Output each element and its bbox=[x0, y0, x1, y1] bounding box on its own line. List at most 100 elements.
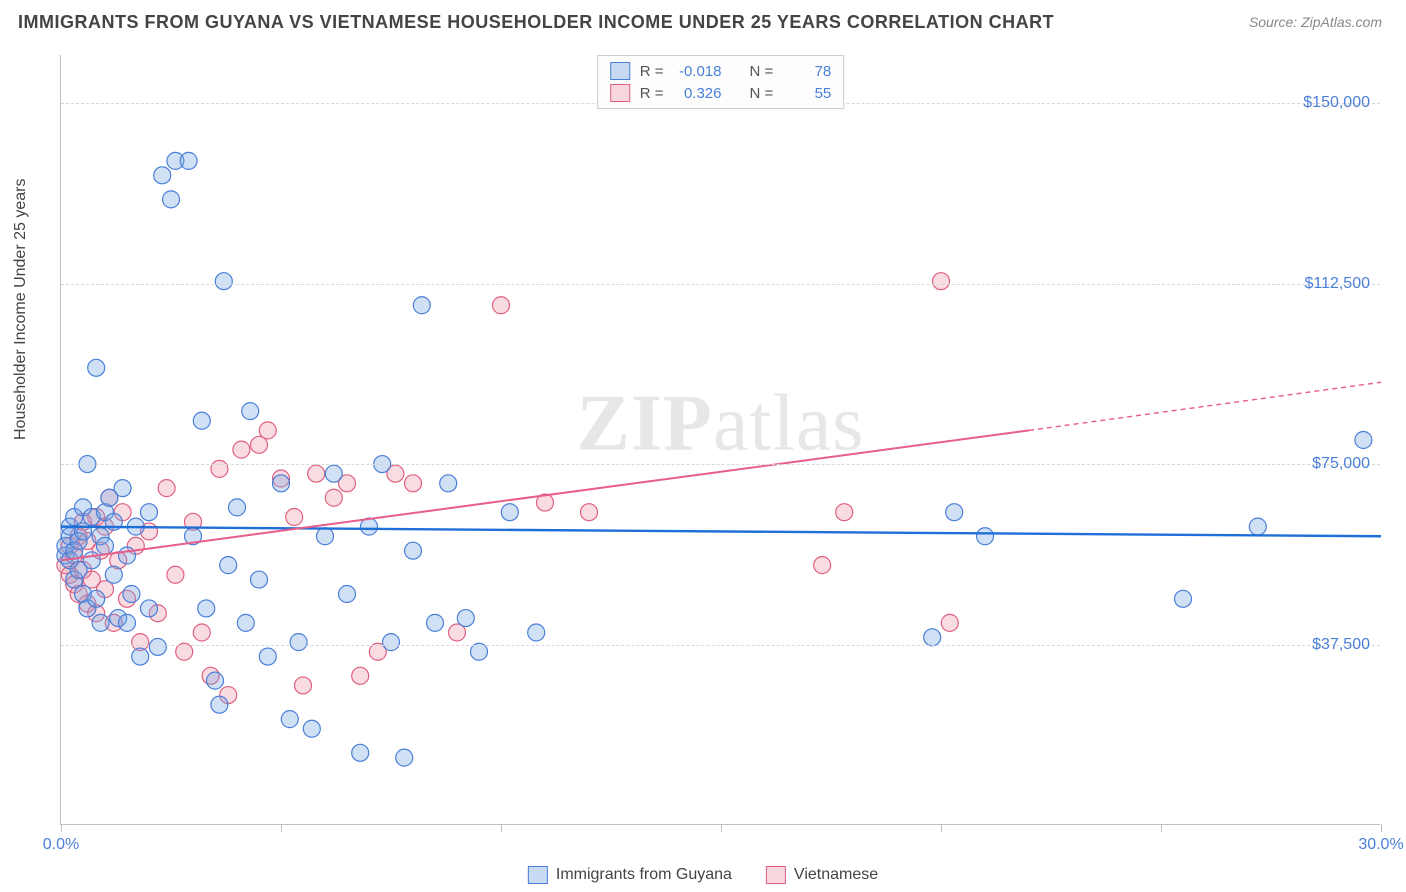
data-point bbox=[207, 672, 224, 689]
data-point bbox=[259, 422, 276, 439]
legend-item-guyana: Immigrants from Guyana bbox=[528, 866, 732, 884]
data-point bbox=[941, 614, 958, 631]
data-point bbox=[88, 590, 105, 607]
data-point bbox=[132, 648, 149, 665]
data-point bbox=[581, 504, 598, 521]
legend-label-guyana: Immigrants from Guyana bbox=[556, 866, 732, 884]
trendline-guyana bbox=[61, 527, 1381, 537]
data-point bbox=[242, 403, 259, 420]
data-point bbox=[924, 629, 941, 646]
data-point bbox=[229, 499, 246, 516]
data-point bbox=[471, 643, 488, 660]
data-point bbox=[215, 273, 232, 290]
data-point bbox=[290, 634, 307, 651]
plot-area: ZIPatlas R = -0.018 N = 78 R = 0.326 N =… bbox=[60, 55, 1380, 825]
x-tick-label: 30.0% bbox=[1358, 836, 1403, 854]
trendline-vietnamese-extrapolated bbox=[1029, 382, 1381, 430]
legend-row-vietnamese: R = 0.326 N = 55 bbox=[610, 82, 832, 104]
x-tick bbox=[941, 824, 942, 832]
data-point bbox=[97, 537, 114, 554]
data-point bbox=[167, 566, 184, 583]
data-point bbox=[154, 167, 171, 184]
data-point bbox=[933, 273, 950, 290]
source-attribution: Source: ZipAtlas.com bbox=[1249, 14, 1382, 30]
legend-label-vietnamese: Vietnamese bbox=[794, 866, 878, 884]
x-tick bbox=[281, 824, 282, 832]
data-point bbox=[501, 504, 518, 521]
data-point bbox=[180, 152, 197, 169]
series-legend: Immigrants from Guyana Vietnamese bbox=[528, 866, 878, 884]
data-point bbox=[946, 504, 963, 521]
data-point bbox=[1249, 518, 1266, 535]
legend-item-vietnamese: Vietnamese bbox=[766, 866, 878, 884]
data-point bbox=[352, 667, 369, 684]
trendline-vietnamese bbox=[61, 430, 1029, 560]
y-tick-label: $112,500 bbox=[1304, 275, 1370, 293]
data-point bbox=[352, 744, 369, 761]
data-point bbox=[193, 412, 210, 429]
chart-svg bbox=[61, 55, 1380, 824]
data-point bbox=[158, 480, 175, 497]
data-point bbox=[92, 614, 109, 631]
legend-row-guyana: R = -0.018 N = 78 bbox=[610, 60, 832, 82]
swatch-vietnamese bbox=[610, 84, 630, 102]
data-point bbox=[251, 571, 268, 588]
n-label: N = bbox=[750, 85, 774, 102]
data-point bbox=[308, 465, 325, 482]
data-point bbox=[198, 600, 215, 617]
data-point bbox=[88, 359, 105, 376]
data-point bbox=[233, 441, 250, 458]
data-point bbox=[396, 749, 413, 766]
x-tick-label: 0.0% bbox=[43, 836, 79, 854]
x-tick bbox=[1161, 824, 1162, 832]
data-point bbox=[286, 509, 303, 526]
data-point bbox=[149, 638, 166, 655]
data-point bbox=[295, 677, 312, 694]
data-point bbox=[1175, 590, 1192, 607]
gridline bbox=[61, 284, 1380, 285]
data-point bbox=[325, 489, 342, 506]
data-point bbox=[211, 696, 228, 713]
r-value-vietnamese: 0.326 bbox=[674, 85, 722, 102]
data-point bbox=[141, 600, 158, 617]
correlation-legend: R = -0.018 N = 78 R = 0.326 N = 55 bbox=[597, 55, 845, 109]
data-point bbox=[405, 542, 422, 559]
data-point bbox=[457, 610, 474, 627]
y-tick-label: $37,500 bbox=[1312, 636, 1370, 654]
swatch-guyana bbox=[528, 866, 548, 884]
data-point bbox=[83, 552, 100, 569]
swatch-guyana bbox=[610, 62, 630, 80]
data-point bbox=[176, 643, 193, 660]
chart-title: IMMIGRANTS FROM GUYANA VS VIETNAMESE HOU… bbox=[18, 12, 1054, 33]
data-point bbox=[114, 480, 131, 497]
data-point bbox=[123, 586, 140, 603]
n-label: N = bbox=[750, 63, 774, 80]
x-tick bbox=[501, 824, 502, 832]
data-point bbox=[105, 566, 122, 583]
data-point bbox=[405, 475, 422, 492]
r-value-guyana: -0.018 bbox=[674, 63, 722, 80]
x-tick bbox=[1381, 824, 1382, 832]
data-point bbox=[163, 191, 180, 208]
r-label: R = bbox=[640, 63, 664, 80]
data-point bbox=[493, 297, 510, 314]
data-point bbox=[281, 711, 298, 728]
data-point bbox=[119, 614, 136, 631]
data-point bbox=[427, 614, 444, 631]
data-point bbox=[317, 528, 334, 545]
data-point bbox=[1355, 432, 1372, 449]
n-value-vietnamese: 55 bbox=[783, 85, 831, 102]
data-point bbox=[383, 634, 400, 651]
x-tick bbox=[721, 824, 722, 832]
data-point bbox=[440, 475, 457, 492]
data-point bbox=[303, 720, 320, 737]
y-tick-label: $75,000 bbox=[1312, 455, 1370, 473]
data-point bbox=[339, 586, 356, 603]
data-point bbox=[193, 624, 210, 641]
y-axis-label: Householder Income Under 25 years bbox=[12, 179, 30, 440]
data-point bbox=[273, 475, 290, 492]
r-label: R = bbox=[640, 85, 664, 102]
y-tick-label: $150,000 bbox=[1303, 94, 1370, 112]
data-point bbox=[413, 297, 430, 314]
gridline bbox=[61, 464, 1380, 465]
